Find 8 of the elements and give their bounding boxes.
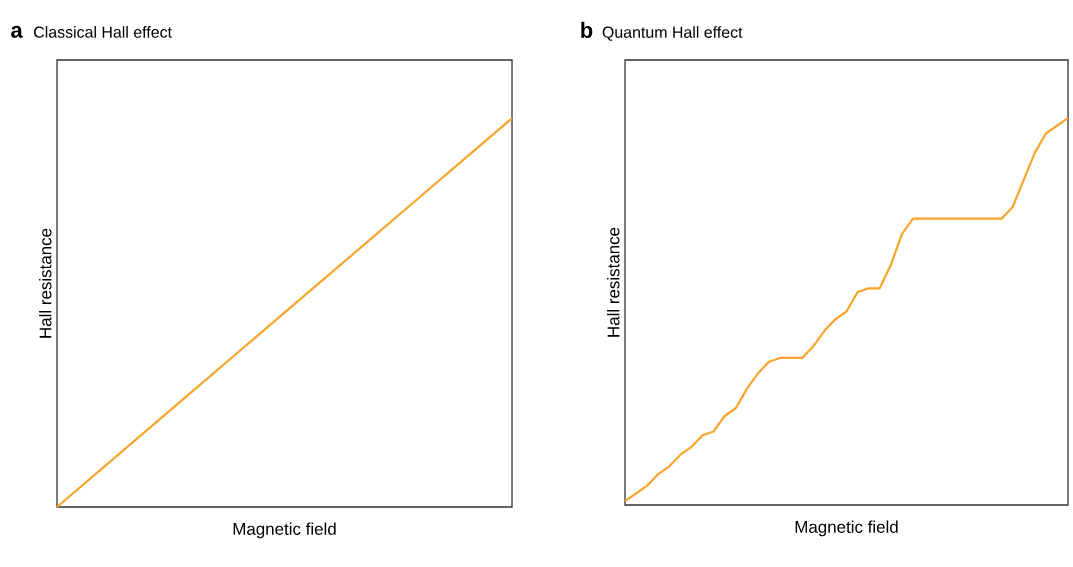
- y-axis-title: Hall resistance: [39, 228, 52, 338]
- x-axis-title: Magnetic field: [233, 522, 336, 539]
- text: a: [11, 25, 23, 38]
- chart-title: Classical Hall effect: [34, 26, 172, 38]
- y-axis-title: Hall resistance: [607, 227, 620, 337]
- chart-title: Quantum Hall effect: [602, 26, 743, 41]
- text: b: [581, 21, 593, 38]
- x-axis-title: Magnetic field: [795, 520, 898, 537]
